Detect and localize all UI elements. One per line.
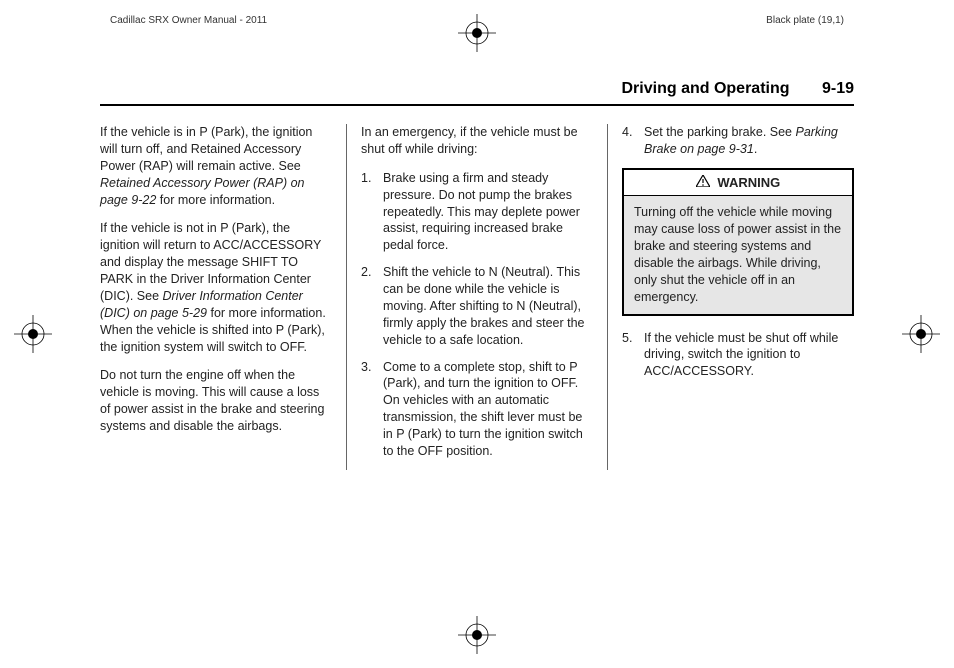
- warning-box: WARNING Turning off the vehicle while mo…: [622, 168, 854, 316]
- warning-label: WARNING: [717, 175, 780, 190]
- text: .: [754, 142, 757, 156]
- warning-body: Turning off the vehicle while moving may…: [624, 196, 852, 313]
- warning-title: WARNING: [624, 170, 852, 197]
- col2-lead: In an emergency, if the vehicle must be …: [361, 124, 593, 158]
- columns: If the vehicle is in P (Park), the ignit…: [100, 124, 854, 470]
- step-4: Set the parking brake. See Parking Brake…: [622, 124, 854, 158]
- col1-para2: If the vehicle is not in P (Park), the i…: [100, 220, 332, 355]
- plate-label: Black plate (19,1): [766, 15, 844, 26]
- warning-triangle-icon: [696, 174, 710, 192]
- emergency-steps-cont: Set the parking brake. See Parking Brake…: [622, 124, 854, 158]
- col1-para3: Do not turn the engine off when the vehi…: [100, 367, 332, 435]
- registration-mark-top-icon: [458, 14, 496, 52]
- registration-mark-left-icon: [14, 315, 52, 353]
- step-3: Come to a complete stop, shift to P (Par…: [361, 359, 593, 460]
- section-title: Driving and Operating: [622, 80, 790, 97]
- registration-mark-right-icon: [902, 315, 940, 353]
- col1-para1: If the vehicle is in P (Park), the ignit…: [100, 124, 332, 208]
- column-2: In an emergency, if the vehicle must be …: [346, 124, 608, 470]
- step-5: If the vehicle must be shut off while dr…: [622, 330, 854, 381]
- step-1: Brake using a firm and steady pressure. …: [361, 170, 593, 254]
- step-2: Shift the vehicle to N (Neutral). This c…: [361, 264, 593, 348]
- column-1: If the vehicle is in P (Park), the ignit…: [100, 124, 346, 470]
- column-3: Set the parking brake. See Parking Brake…: [608, 124, 854, 470]
- emergency-steps: Brake using a firm and steady pressure. …: [361, 170, 593, 460]
- page-number: 9-19: [822, 80, 854, 97]
- text: for more information.: [156, 193, 275, 207]
- emergency-steps-cont2: If the vehicle must be shut off while dr…: [622, 330, 854, 381]
- manual-title: Cadillac SRX Owner Manual - 2011: [110, 15, 267, 26]
- text: If the vehicle is in P (Park), the ignit…: [100, 125, 312, 173]
- section-header: Driving and Operating 9-19: [100, 80, 854, 106]
- page-body: Driving and Operating 9-19 If the vehicl…: [100, 80, 854, 628]
- text: Set the parking brake. See: [644, 125, 795, 139]
